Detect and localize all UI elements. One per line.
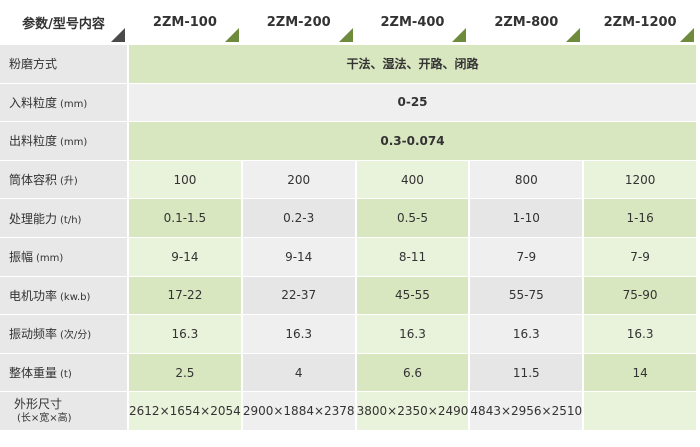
label-text: 外形尺寸 — [14, 396, 63, 411]
cell: 0.2-3 — [242, 199, 355, 237]
header-cell: 参数/型号内容 — [0, 0, 127, 44]
cell: 22-37 — [242, 276, 355, 315]
cell: 0-25 — [129, 83, 696, 122]
header-cell: 2ZM-100 — [129, 0, 241, 44]
cell: 16.3 — [129, 315, 241, 353]
cell: 1-16 — [584, 199, 696, 237]
row-label: 出料粒度 (mm) — [0, 122, 127, 160]
label-unit: (t) — [60, 369, 72, 381]
label-text: 电机功率 — [9, 288, 58, 303]
cell: 4843×2956×2510 — [470, 392, 583, 430]
row-label: 电机功率 (kw.b) — [0, 276, 127, 315]
cell: 0.5-5 — [356, 199, 469, 237]
header-cell: 2ZM-800 — [470, 0, 583, 44]
label-unit: (mm) — [60, 98, 88, 110]
empty-cell — [584, 392, 696, 430]
corner-mark — [452, 28, 467, 42]
label-text: 整体重量 — [9, 366, 58, 381]
cell: 16.3 — [242, 315, 355, 353]
corner-mark — [111, 28, 125, 42]
cell: 7-9 — [584, 237, 696, 276]
cell: 1200 — [584, 160, 696, 199]
label-text: 筒体容积 — [9, 173, 58, 188]
cell: 4 — [242, 353, 355, 392]
table-row: 振幅 (mm) 9-14 9-14 8-11 7-9 7-9 — [0, 237, 696, 276]
table-row: 电机功率 (kw.b) 17-22 22-37 45-55 55-75 75-90 — [0, 276, 696, 315]
row-label: 筒体容积 (升) — [0, 160, 127, 199]
row-label: 振幅 (mm) — [0, 237, 127, 276]
cell: 7-9 — [470, 237, 583, 276]
cell: 0.3-0.074 — [129, 122, 696, 160]
row-label: 整体重量 (t) — [0, 353, 127, 392]
label-unit: (次/分) — [60, 330, 92, 342]
header-text: 参数/型号内容 — [22, 16, 105, 32]
cell: 55-75 — [470, 276, 583, 315]
cell: 400 — [356, 160, 469, 199]
row-label: 振动频率 (次/分) — [0, 315, 127, 353]
label-text: 振动频率 — [9, 327, 58, 342]
cell: 16.3 — [584, 315, 696, 353]
label-unit: (mm) — [36, 253, 64, 265]
header-cell: 2ZM-200 — [242, 0, 355, 44]
label-text: 处理能力 — [9, 211, 58, 226]
header-text: 2ZM-800 — [494, 14, 559, 30]
label-unit: (t/h) — [60, 214, 82, 226]
header-text: 2ZM-200 — [266, 14, 331, 30]
label-unit: (kw.b) — [60, 291, 91, 303]
cell: 8-11 — [356, 237, 469, 276]
cell: 3800×2350×2490 — [356, 392, 469, 430]
cell: 9-14 — [129, 237, 241, 276]
cell: 2.5 — [129, 353, 241, 392]
corner-mark — [680, 28, 694, 42]
table-row: 外形尺寸 (长×宽×高) 2612×1654×2054 2900×1884×2378 3… — [0, 392, 696, 430]
label-text: 入料粒度 — [9, 95, 58, 110]
header-cell: 2ZM-1200 — [584, 0, 696, 44]
cell: 2900×1884×2378 — [242, 392, 355, 430]
table-row: 处理能力 (t/h) 0.1-1.5 0.2-3 0.5-5 1-10 1-16 — [0, 199, 696, 237]
corner-mark — [566, 28, 581, 42]
table-row: 整体重量 (t) 2.5 4 6.6 11.5 14 — [0, 353, 696, 392]
label-unit: (mm) — [60, 137, 88, 149]
label-text: 出料粒度 — [9, 134, 58, 149]
row-label: 粉磨方式 — [0, 45, 127, 83]
cell: 14 — [584, 353, 696, 392]
table-row: 筒体容积 (升) 100 200 400 800 1200 — [0, 160, 696, 199]
cell: 100 — [129, 160, 241, 199]
label-unit: (升) — [60, 176, 78, 188]
table-row: 粉磨方式 干法、湿法、开路、闭路 — [0, 45, 696, 83]
row-label: 外形尺寸 (长×宽×高) — [0, 392, 127, 430]
cell: 2612×1654×2054 — [129, 392, 241, 430]
cell: 11.5 — [470, 353, 583, 392]
table-row: 入料粒度 (mm) 0-25 — [0, 83, 696, 122]
cell: 9-14 — [242, 237, 355, 276]
cell: 16.3 — [356, 315, 469, 353]
table-row: 出料粒度 (mm) 0.3-0.074 — [0, 122, 696, 160]
cell: 17-22 — [129, 276, 241, 315]
header-row: 参数/型号内容 2ZM-100 2ZM-200 2ZM-400 2ZM-800 2ZM-1… — [0, 0, 696, 44]
cell: 200 — [242, 160, 355, 199]
row-label: 处理能力 (t/h) — [0, 199, 127, 237]
label-text: 振幅 — [9, 250, 34, 265]
table-row: 振动频率 (次/分) 16.3 16.3 16.3 16.3 16.3 — [0, 315, 696, 353]
cell: 800 — [470, 160, 583, 199]
cell: 0.1-1.5 — [129, 199, 241, 237]
header-text: 2ZM-400 — [380, 14, 445, 30]
table-body: 粉磨方式 干法、湿法、开路、闭路 入料粒度 (mm) 0-25 出料粒度 (mm) 0.3-0… — [0, 45, 696, 430]
cell: 干法、湿法、开路、闭路 — [129, 45, 696, 83]
header-text: 2ZM-100 — [152, 14, 217, 30]
label-text: 粉磨方式 — [9, 57, 58, 72]
corner-mark — [224, 28, 239, 42]
cell: 1-10 — [470, 199, 583, 237]
cell: 45-55 — [356, 276, 469, 315]
cell: 6.6 — [356, 353, 469, 392]
cell: 16.3 — [470, 315, 583, 353]
corner-mark — [338, 28, 353, 42]
row-label: 入料粒度 (mm) — [0, 83, 127, 122]
header-cell: 2ZM-400 — [356, 0, 469, 44]
label-unit: (长×宽×高) — [17, 412, 72, 424]
cell: 75-90 — [584, 276, 696, 315]
header-text: 2ZM-1200 — [603, 14, 677, 30]
spec-table: 参数/型号内容 2ZM-100 2ZM-200 2ZM-400 2ZM-800 2ZM-1… — [0, 0, 696, 430]
